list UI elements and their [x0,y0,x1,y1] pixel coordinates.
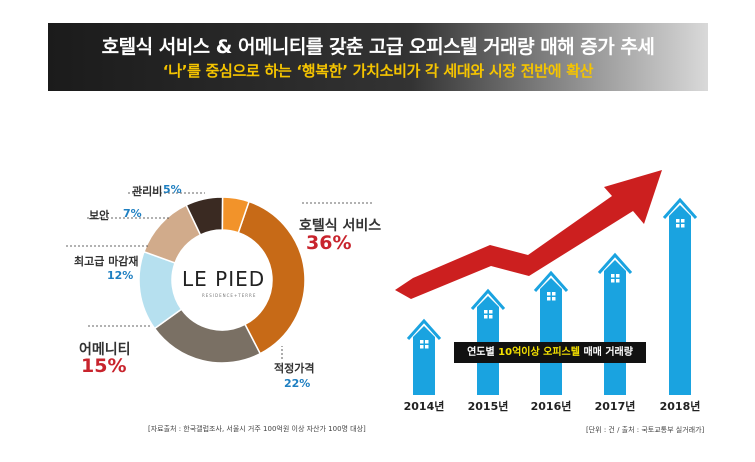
caption-pre: 연도별 [467,347,499,358]
label-amenity: 어메니티 [79,342,131,358]
bar-window [552,297,556,301]
bar-window [552,292,556,296]
bar-window [616,274,620,278]
bar-2018년 [662,197,698,395]
bar-window [425,345,429,349]
bar-window [611,279,615,283]
header-banner: 호텔식 서비스 & 어메니티를 갖춘 고급 오피스텔 거래량 매해 증가 추세 … [48,23,708,91]
bar-roof [406,318,442,340]
banner-title: 호텔식 서비스 & 어메니티를 갖춘 고급 오피스텔 거래량 매해 증가 추세 [101,36,655,58]
pct-amenity: 15% [81,355,127,377]
bar-2017년 [597,252,633,395]
label-fair-price: 적정가격 [274,362,315,375]
caption-post: 매매 거래량 [579,347,633,358]
bar-window [489,310,493,314]
trend-arrow [395,170,662,299]
bar-window [489,315,493,319]
pct-hotel-service: 36% [306,232,352,254]
bar-window [420,345,424,349]
caption-highlight: 10억이상 오피스텔 [498,347,580,358]
pct-fee: 5% [163,183,182,196]
bar-window [681,219,685,223]
pct-security: 7% [123,207,142,220]
bar-window [425,340,429,344]
slice-fee [221,196,250,234]
bar-roof [597,252,633,274]
year-label: 2017년 [594,400,636,413]
logo-subtext: RESIDENCE+TERRE [202,293,257,298]
label-hotel-service: 호텔식 서비스 [299,218,382,234]
label-finish: 최고급 마감재 [74,255,139,268]
year-label: 2016년 [530,400,572,413]
source-note-left: [자료출처 : 한국갤럽조사, 서울시 거주 100억원 이상 자산가 100명… [148,425,366,433]
banner-subtitle: ‘나’를 중심으로 하는 ‘행복한’ 가치소비가 각 세대와 시장 전반에 확산 [162,62,594,80]
bar-roof [533,270,569,292]
bar-roof [470,288,506,310]
bar-body [540,278,562,395]
slice-hotel-service [237,200,306,355]
bar-roof [662,197,698,219]
label-security: 보안 [89,209,110,222]
donut-hole [173,231,271,329]
pct-fair-price: 22% [284,377,311,390]
year-label: 2014년 [403,400,445,413]
bar-window [616,279,620,283]
source-note-right: [단위 : 건 / 출처 : 국토교통부 실거래가] [586,426,705,434]
bar-window [547,297,551,301]
bar-2014년 [406,318,442,395]
bar-window [484,315,488,319]
year-label: 2018년 [659,400,701,413]
label-fee: 관리비 [132,185,163,198]
bar-window [681,224,685,228]
bar-body [413,326,435,395]
pct-finish: 12% [107,269,134,282]
leader-lines [66,192,372,359]
year-label: 2015년 [467,400,509,413]
bar-window [420,340,424,344]
bar-window [676,224,680,228]
trend-arrow-shape [395,170,662,299]
logo-text: LE PIED [182,267,266,291]
bar-body [669,205,691,395]
bar-chart [406,197,698,395]
bar-caption: 연도별 10억이상 오피스텔 매매 거래량 [454,342,646,363]
bar-window [676,219,680,223]
bar-window [547,292,551,296]
bar-body [604,260,626,395]
bar-window [611,274,615,278]
bar-2016년 [533,270,569,395]
bar-window [484,310,488,314]
donut-chart [138,196,306,364]
